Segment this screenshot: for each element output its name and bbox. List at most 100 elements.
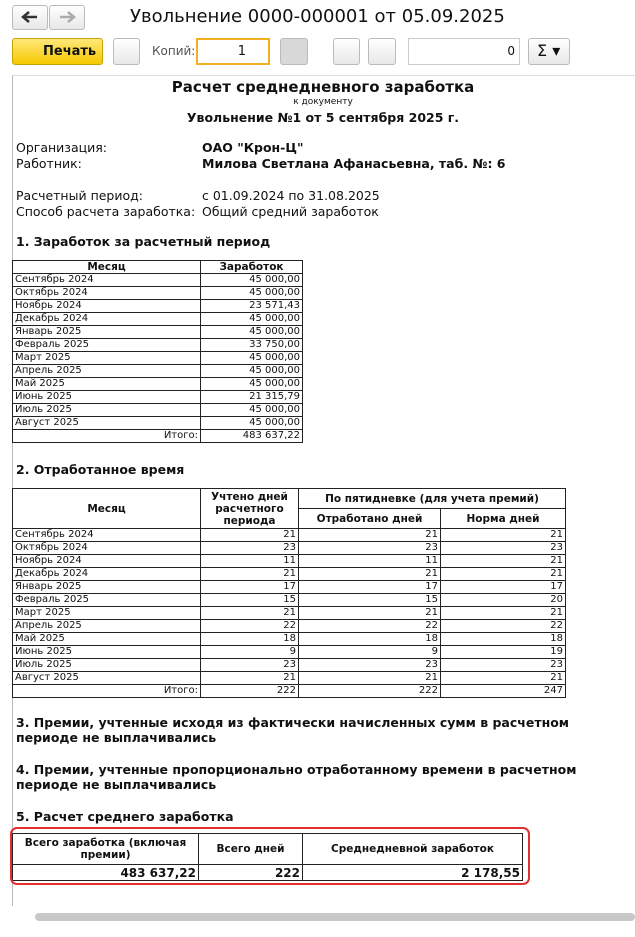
days-cell: 21 bbox=[200, 606, 299, 620]
column-header: По пятидневке (для учета премий) bbox=[298, 488, 566, 509]
month-cell: Январь 2025 bbox=[12, 580, 201, 594]
days-cell: 18 bbox=[440, 632, 566, 646]
result-cell: 2 178,55 bbox=[302, 864, 523, 881]
section-heading: 3. Премии, учтенные исходя из фактически… bbox=[16, 715, 570, 745]
settings-button[interactable] bbox=[280, 38, 308, 65]
month-cell: Март 2025 bbox=[12, 606, 201, 620]
month-cell: Октябрь 2024 bbox=[12, 286, 201, 300]
print-label: Печать bbox=[43, 44, 97, 59]
back-icon bbox=[21, 11, 37, 23]
days-cell: 17 bbox=[440, 580, 566, 594]
days-cell: 9 bbox=[200, 645, 299, 659]
month-cell: Январь 2025 bbox=[12, 325, 201, 339]
days-cell: 21 bbox=[200, 671, 299, 685]
section-heading: 2. Отработанное время bbox=[16, 462, 185, 477]
month-cell: Июль 2025 bbox=[12, 403, 201, 417]
month-cell: Февраль 2025 bbox=[12, 338, 201, 352]
amount-cell: 33 750,00 bbox=[200, 338, 303, 352]
sum-button[interactable]: Σ ▾ bbox=[528, 38, 570, 65]
column-header: Отработано дней bbox=[298, 508, 441, 529]
days-cell: 21 bbox=[298, 671, 441, 685]
info-label: Работник: bbox=[16, 156, 82, 171]
month-cell: Август 2025 bbox=[12, 671, 201, 685]
column-header: Норма дней bbox=[440, 508, 566, 529]
scrollbar[interactable] bbox=[35, 913, 635, 921]
days-cell: 23 bbox=[440, 658, 566, 672]
total-cell: 483 637,22 bbox=[200, 429, 303, 443]
column-header: Заработок bbox=[200, 260, 303, 274]
section-heading: 4. Премии, учтенные пропорционально отра… bbox=[16, 762, 577, 792]
days-cell: 11 bbox=[298, 554, 441, 568]
copies-input[interactable]: 1 bbox=[196, 38, 270, 65]
preview-button[interactable] bbox=[113, 38, 140, 65]
days-cell: 21 bbox=[440, 554, 566, 568]
info-label: Организация: bbox=[16, 140, 107, 155]
back-button[interactable] bbox=[12, 5, 48, 30]
days-cell: 23 bbox=[200, 658, 299, 672]
month-cell: Июль 2025 bbox=[12, 658, 201, 672]
month-cell: Декабрь 2024 bbox=[12, 312, 201, 326]
copies-label: Копий: bbox=[152, 44, 196, 58]
days-cell: 17 bbox=[200, 580, 299, 594]
month-cell: Июнь 2025 bbox=[12, 645, 201, 659]
month-cell: Апрель 2025 bbox=[12, 619, 201, 633]
days-cell: 23 bbox=[440, 541, 566, 555]
days-cell: 21 bbox=[440, 606, 566, 620]
days-cell: 11 bbox=[200, 554, 299, 568]
info-label: Расчетный период: bbox=[16, 188, 143, 203]
total-label: Итого: bbox=[12, 429, 201, 443]
amount-cell: 45 000,00 bbox=[200, 377, 303, 391]
month-cell: Май 2025 bbox=[12, 377, 201, 391]
days-cell: 23 bbox=[298, 541, 441, 555]
amount-cell: 45 000,00 bbox=[200, 403, 303, 417]
month-cell: Ноябрь 2024 bbox=[12, 299, 201, 313]
amount-cell: 45 000,00 bbox=[200, 286, 303, 300]
column-header: Учтено дней расчетного периода bbox=[200, 488, 299, 529]
month-cell: Декабрь 2024 bbox=[12, 567, 201, 581]
amount-cell: 45 000,00 bbox=[200, 325, 303, 339]
info-value: Общий средний заработок bbox=[202, 204, 379, 219]
days-cell: 18 bbox=[298, 632, 441, 646]
month-cell: Август 2025 bbox=[12, 416, 201, 430]
save-button[interactable] bbox=[333, 38, 360, 65]
month-cell: Май 2025 bbox=[12, 632, 201, 646]
sum-field: 0 bbox=[408, 38, 520, 65]
amount-cell: 45 000,00 bbox=[200, 312, 303, 326]
days-cell: 21 bbox=[298, 606, 441, 620]
info-value: с 01.09.2024 по 31.08.2025 bbox=[202, 188, 380, 203]
month-cell: Ноябрь 2024 bbox=[12, 554, 201, 568]
days-cell: 23 bbox=[200, 541, 299, 555]
report-subtitle: к документу bbox=[293, 97, 353, 107]
sum-value: 0 bbox=[507, 44, 515, 58]
amount-cell: 45 000,00 bbox=[200, 351, 303, 365]
column-header: Месяц bbox=[12, 488, 201, 529]
section-heading: 1. Заработок за расчетный период bbox=[16, 234, 271, 249]
month-cell: Сентябрь 2024 bbox=[12, 528, 201, 542]
days-cell: 15 bbox=[298, 593, 441, 607]
month-cell: Март 2025 bbox=[12, 351, 201, 365]
info-label: Способ расчета заработка: bbox=[16, 204, 196, 219]
window-title: Увольнение 0000-000001 от 05.09.2025 bbox=[130, 6, 505, 27]
mail-button[interactable] bbox=[368, 38, 396, 65]
total-cell: 247 bbox=[440, 684, 566, 698]
month-cell: Октябрь 2024 bbox=[12, 541, 201, 555]
days-cell: 22 bbox=[298, 619, 441, 633]
forward-button[interactable] bbox=[49, 5, 85, 30]
days-cell: 21 bbox=[200, 567, 299, 581]
days-cell: 23 bbox=[298, 658, 441, 672]
report-document: Увольнение №1 от 5 сентября 2025 г. bbox=[186, 110, 460, 125]
total-label: Итого: bbox=[12, 684, 201, 698]
days-cell: 21 bbox=[440, 671, 566, 685]
days-cell: 17 bbox=[298, 580, 441, 594]
info-value: ОАО "Крон-Ц" bbox=[202, 140, 304, 155]
days-cell: 22 bbox=[440, 619, 566, 633]
amount-cell: 45 000,00 bbox=[200, 416, 303, 430]
report-title: Расчет среднедневного заработка bbox=[171, 78, 475, 96]
days-cell: 18 bbox=[200, 632, 299, 646]
days-cell: 19 bbox=[440, 645, 566, 659]
month-cell: Июнь 2025 bbox=[12, 390, 201, 404]
column-header: Месяц bbox=[12, 260, 201, 274]
total-cell: 222 bbox=[200, 684, 299, 698]
print-button[interactable]: Печать bbox=[12, 38, 103, 65]
